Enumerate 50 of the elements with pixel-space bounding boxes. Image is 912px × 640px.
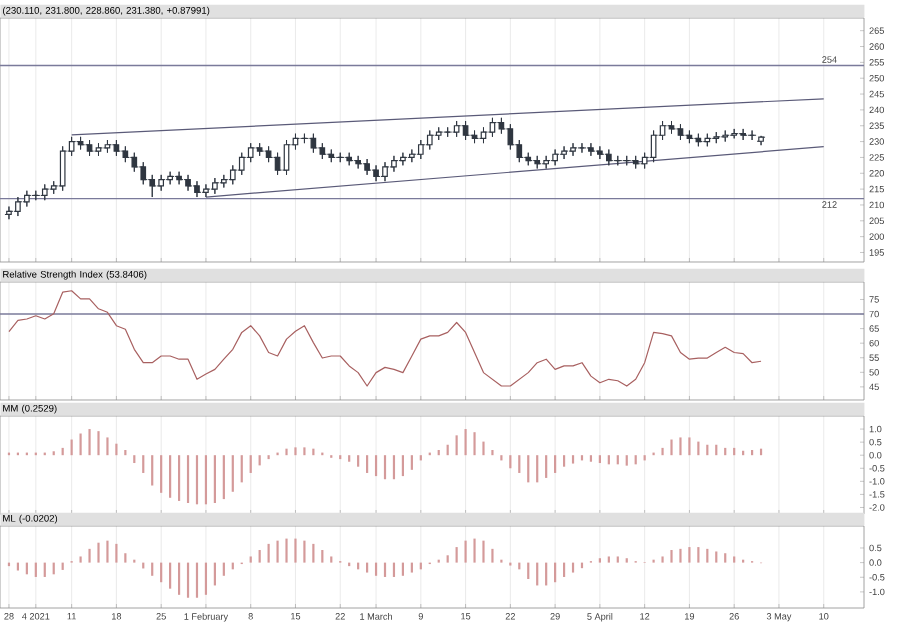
candlestick	[756, 135, 766, 146]
candlestick	[255, 142, 265, 157]
candlestick	[550, 149, 560, 166]
candlestick	[675, 123, 685, 141]
candlestick	[693, 133, 703, 147]
candlestick	[201, 183, 211, 198]
candlestick	[532, 155, 542, 170]
candlestick	[362, 158, 372, 176]
candlestick	[487, 117, 497, 138]
candlestick	[595, 145, 605, 160]
candlestick	[702, 133, 712, 147]
candlestick	[183, 174, 193, 192]
candlestick	[738, 128, 748, 141]
candlestick	[389, 155, 399, 173]
candlestick	[326, 149, 336, 163]
candlestick	[452, 120, 462, 138]
candlestick	[13, 196, 23, 217]
candlestick	[559, 145, 569, 160]
candlestick	[111, 139, 121, 157]
candlestick	[308, 133, 318, 154]
candlestick	[102, 139, 112, 154]
candlestick	[40, 183, 50, 201]
candlestick	[398, 152, 408, 166]
candlestick	[478, 126, 489, 144]
candlestick	[165, 171, 175, 185]
candlestick	[353, 155, 363, 170]
candlestick	[443, 126, 453, 138]
candlestick	[568, 142, 578, 157]
candlestick	[666, 120, 677, 135]
candlestick	[461, 120, 471, 141]
candlestick	[425, 129, 435, 151]
candlestick	[281, 139, 292, 176]
candlestick	[371, 164, 381, 182]
candlestick	[58, 145, 68, 192]
candlestick	[210, 177, 220, 195]
candlestick	[631, 155, 641, 170]
candlestick	[93, 142, 104, 157]
candlestick	[541, 155, 551, 170]
candlestick	[604, 149, 614, 166]
candlestick	[85, 139, 95, 157]
candlestick	[344, 152, 354, 166]
candlestick	[586, 142, 596, 157]
candlestick	[192, 180, 202, 198]
candlestick	[317, 142, 327, 160]
candlestick	[174, 171, 184, 185]
candlestick	[22, 190, 32, 208]
candlestick	[380, 161, 390, 182]
candlestick	[729, 128, 739, 139]
candlestick	[156, 174, 166, 192]
candlestick	[711, 131, 721, 144]
